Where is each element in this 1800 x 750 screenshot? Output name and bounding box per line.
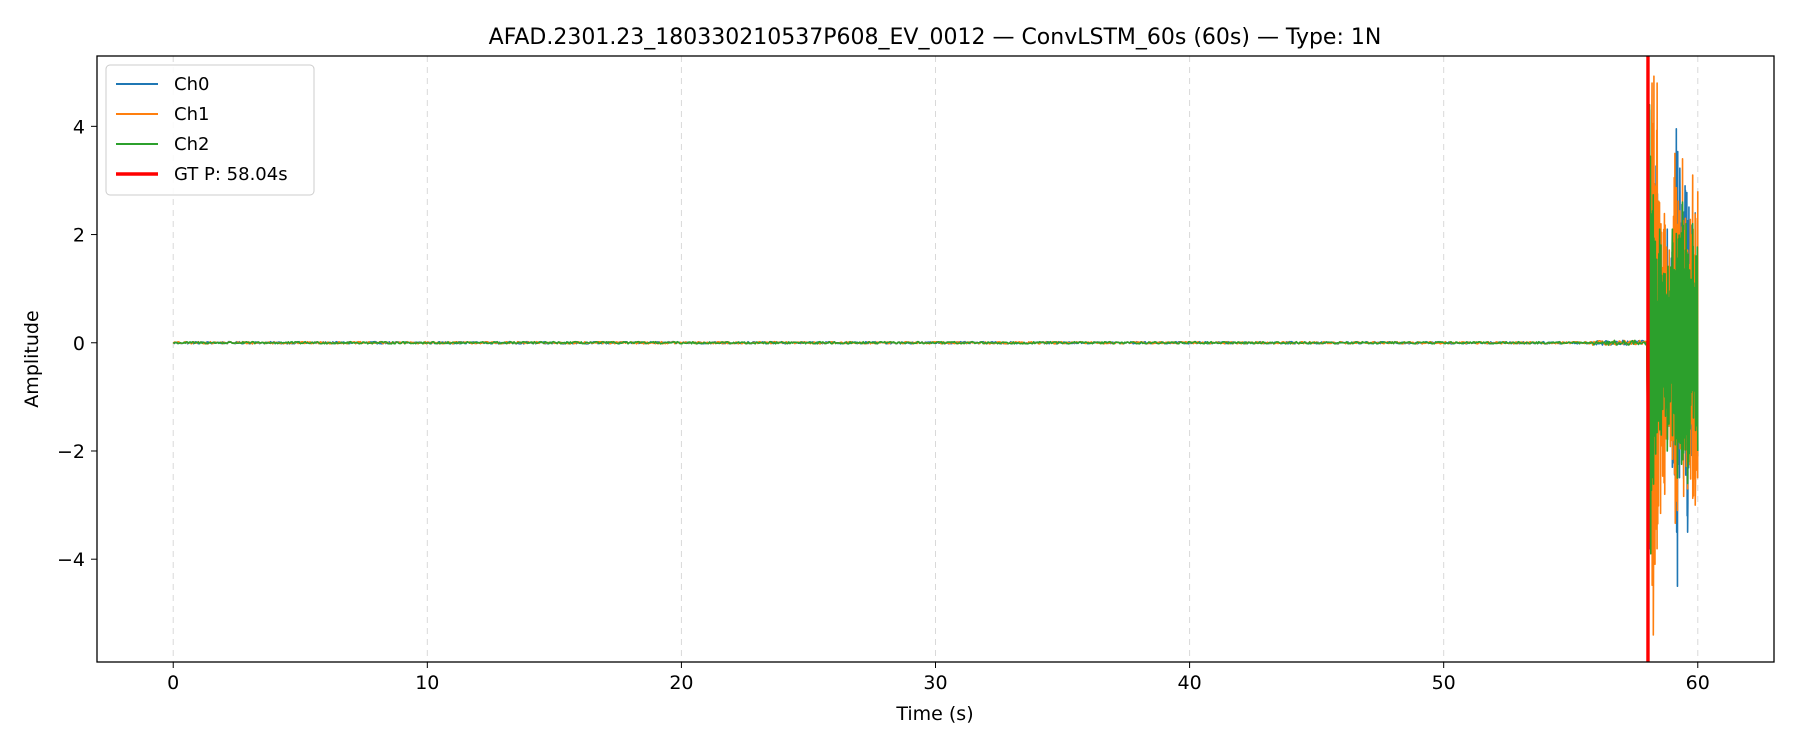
legend-label: Ch2: [174, 134, 209, 155]
y-tick-label: 2: [73, 225, 85, 247]
x-tick-label: 60: [1686, 672, 1710, 694]
series-layer: [172, 75, 1699, 636]
y-tick-label: 0: [73, 333, 85, 355]
legend-entries: Ch0 Ch1 Ch2 GT P: 58.04s: [116, 74, 288, 185]
y-tick-label: −2: [57, 441, 85, 463]
legend-label: Ch1: [174, 104, 209, 125]
y-axis-label: Amplitude: [21, 310, 43, 407]
x-tick-label: 30: [923, 672, 947, 694]
legend-box: [105, 64, 315, 196]
x-tick-label: 20: [669, 672, 693, 694]
y-tick-label: 4: [73, 116, 85, 138]
series-line-ch1: [172, 75, 1699, 636]
x-tick-label: 50: [1432, 672, 1456, 694]
x-tick-label: 10: [415, 672, 439, 694]
tick-layer: 0 10 20 30 40 50 60 −4 −2 0 2 4: [57, 116, 1710, 694]
x-axis-label: Time (s): [895, 703, 973, 725]
series-line-ch2: [173, 103, 1699, 555]
y-tick-label: −4: [57, 549, 85, 571]
x-tick-label: 0: [167, 672, 179, 694]
chart-title: AFAD.2301.23_180330210537P608_EV_0012 — …: [489, 25, 1382, 50]
legend-label: Ch0: [174, 74, 209, 95]
x-tick-label: 40: [1177, 672, 1201, 694]
legend-label: GT P: 58.04s: [174, 164, 288, 185]
legend: Ch0 Ch1 Ch2 GT P: 58.04s: [105, 64, 315, 196]
